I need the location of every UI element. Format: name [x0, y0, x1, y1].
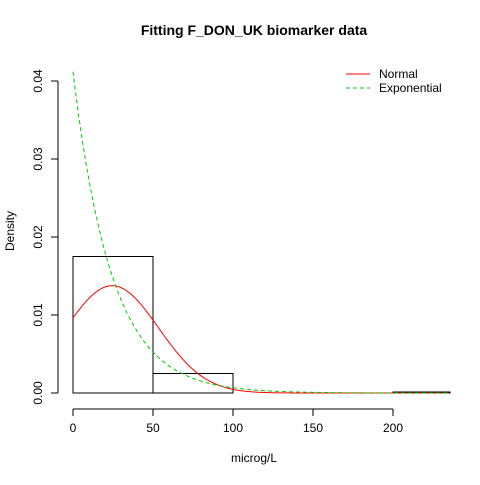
y-tick-label-2: 0.02 [31, 225, 45, 249]
density-curves [72, 71, 449, 394]
x-tick-label-0: 0 [70, 421, 77, 435]
y-axis: 0.00 0.01 0.02 0.03 0.04 [31, 69, 59, 405]
legend-label-exponential: Exponential [379, 81, 442, 95]
y-tick-label-3: 0.03 [31, 147, 45, 171]
x-tick-label-150: 150 [303, 421, 323, 435]
y-tick-label-1: 0.01 [31, 303, 45, 327]
histogram-bars [72, 256, 451, 394]
series-line-normal [72, 285, 449, 394]
x-tick-label-200: 200 [383, 421, 403, 435]
x-axis: 0 50 100 150 200 [70, 408, 403, 435]
histogram-bar-0 [72, 256, 154, 394]
legend-label-normal: Normal [379, 67, 418, 81]
x-tick-label-100: 100 [223, 421, 243, 435]
y-tick-label-0: 0.00 [31, 381, 45, 405]
chart-title: Fitting F_DON_UK biomarker data [141, 22, 368, 38]
x-tick-label-50: 50 [146, 421, 160, 435]
histogram-bar-1 [152, 373, 234, 394]
y-axis-label: Density [3, 211, 17, 251]
series-line-exponential [72, 71, 449, 394]
y-tick-label-4: 0.04 [31, 69, 45, 93]
x-axis-label: microg/L [231, 451, 277, 465]
